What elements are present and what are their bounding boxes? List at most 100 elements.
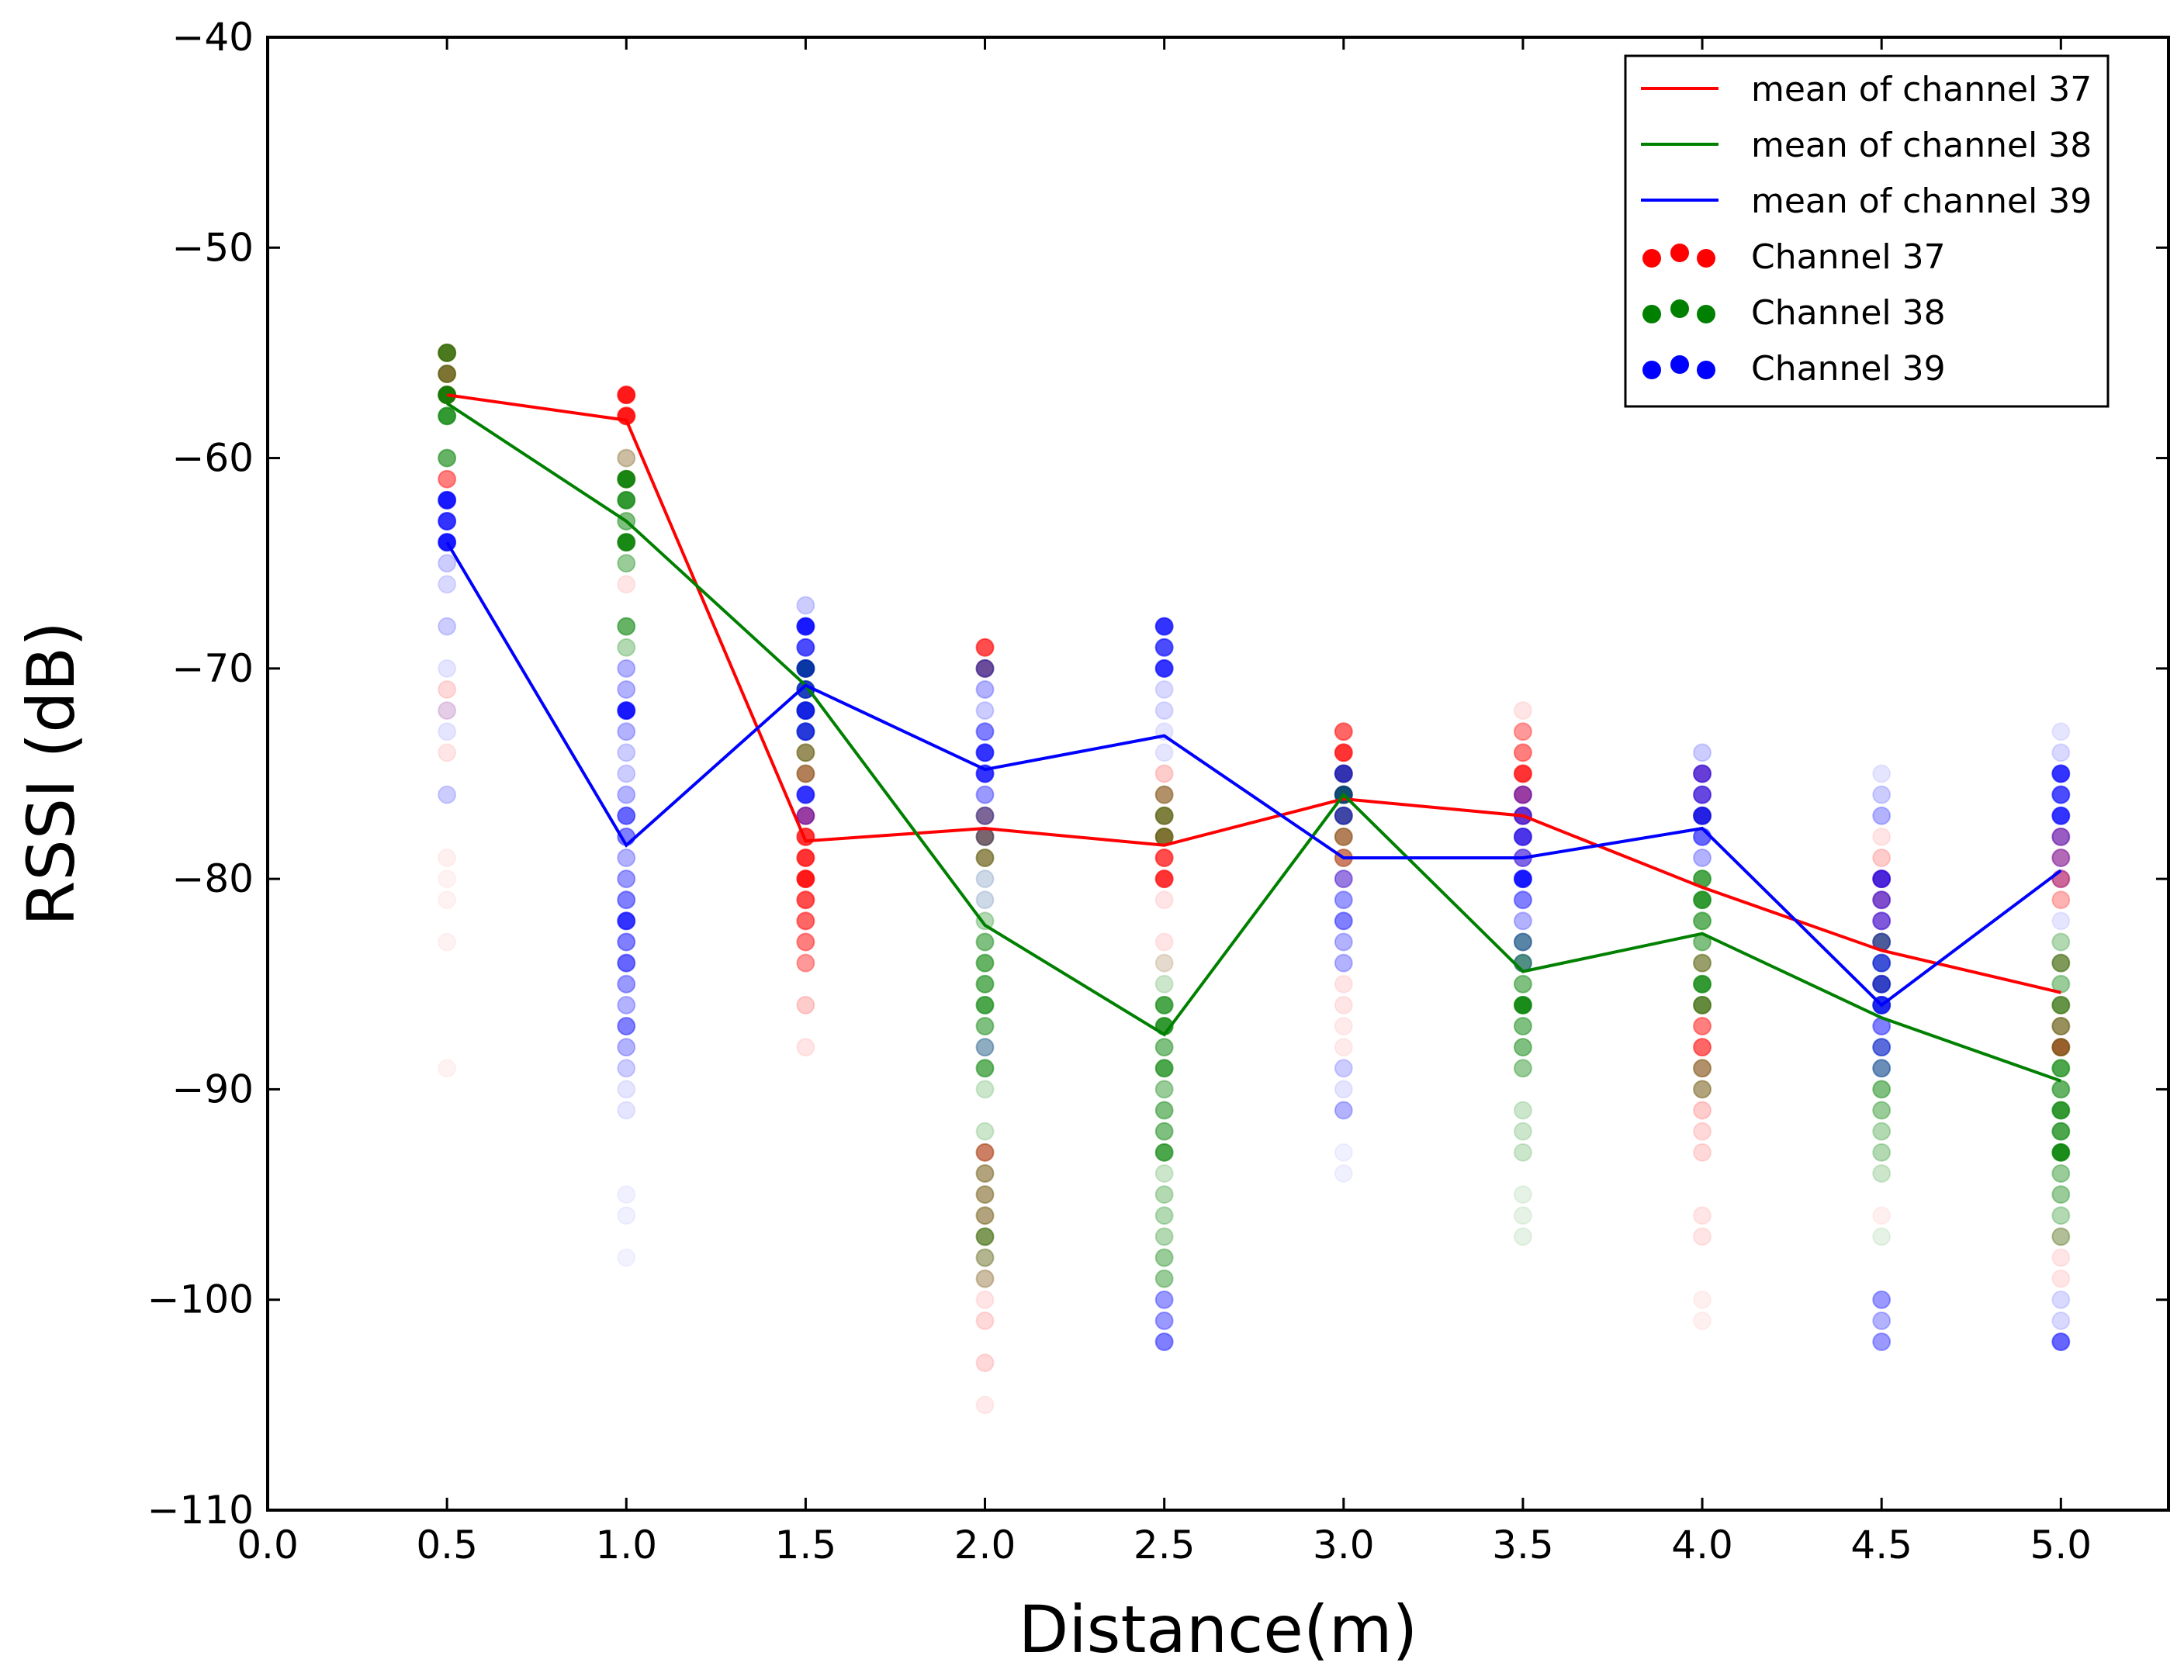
scatter-point	[1154, 953, 1174, 973]
scatter-point	[975, 995, 995, 1015]
scatter-point	[1154, 1332, 1174, 1351]
scatter-point	[1334, 806, 1353, 825]
scatter-point	[1154, 869, 1174, 889]
x-tick-label: 1.5	[775, 1523, 837, 1568]
scatter-point	[1693, 1142, 1712, 1162]
scatter-point	[1693, 785, 1712, 804]
scatter-point	[617, 679, 636, 699]
scatter-point	[617, 638, 636, 657]
scatter-point	[438, 743, 457, 762]
x-tick-label: 3.5	[1492, 1523, 1554, 1568]
scatter-point	[1154, 1059, 1174, 1078]
scatter-point	[1872, 911, 1892, 931]
scatter-point	[1334, 890, 1353, 910]
scatter-point	[438, 1059, 457, 1078]
scatter-point	[2051, 1142, 2071, 1162]
scatter-point	[975, 1269, 995, 1288]
scatter-point	[975, 1017, 995, 1036]
scatter-point	[1513, 1142, 1532, 1162]
scatter-point	[617, 974, 636, 994]
scatter-point	[2051, 1080, 2071, 1099]
legend-marker-swatch	[1642, 249, 1661, 268]
scatter-point	[2051, 974, 2071, 994]
y-tick-label: −40	[171, 15, 254, 60]
scatter-point	[1334, 932, 1353, 952]
scatter-point	[796, 995, 815, 1015]
scatter-series-2	[438, 343, 2071, 1288]
scatter-point	[1513, 827, 1532, 846]
scatter-point	[2051, 785, 2071, 804]
scatter-point	[1513, 701, 1532, 721]
scatter-point	[2051, 1332, 2071, 1351]
legend-item: mean of channel 38	[1641, 126, 2092, 165]
scatter-point	[1334, 743, 1353, 762]
scatter-point	[975, 1185, 995, 1205]
scatter-point	[796, 659, 815, 678]
scatter-point	[1872, 1142, 1892, 1162]
scatter-point	[975, 1163, 995, 1183]
scatter-point	[2051, 869, 2071, 889]
x-tick-label: 2.5	[1134, 1523, 1196, 1568]
scatter-point	[796, 932, 815, 952]
scatter-point	[1693, 1080, 1712, 1099]
scatter-point	[1154, 890, 1174, 910]
scatter-point	[438, 701, 457, 721]
scatter-point	[617, 911, 636, 931]
legend-label: mean of channel 37	[1751, 70, 2092, 109]
y-tick-label: −80	[171, 856, 254, 901]
scatter-point	[1154, 1290, 1174, 1309]
x-axis-ticks: 0.0 0.5 1.0 1.5 2.0 2.5 3.0 3.5 4.0 4.5 5.0	[237, 37, 2092, 1568]
scatter-point	[1693, 953, 1712, 973]
scatter-point	[1154, 995, 1174, 1015]
scatter-point	[617, 849, 636, 868]
scatter-point	[2051, 1227, 2071, 1246]
mean-line-2	[446, 402, 2061, 1083]
scatter-point	[1872, 1101, 1892, 1120]
scatter-point	[975, 1206, 995, 1225]
scatter-point	[1154, 1248, 1174, 1267]
y-tick-label: −100	[147, 1277, 254, 1322]
scatter-point	[2051, 849, 2071, 868]
scatter-point	[1154, 638, 1174, 657]
scatter-point	[796, 953, 815, 973]
scatter-point	[617, 764, 636, 783]
scatter-point	[2051, 1017, 2071, 1036]
scatter-point	[1693, 1122, 1712, 1141]
scatter-point	[1872, 953, 1892, 973]
scatter-point	[975, 1142, 995, 1162]
scatter-point	[1154, 1038, 1174, 1057]
legend-marker-swatch	[1670, 299, 1689, 318]
scatter-point	[2051, 1227, 2071, 1246]
scatter-point	[975, 722, 995, 741]
x-tick-label: 5.0	[2030, 1523, 2092, 1568]
legend-marker-swatch	[1670, 355, 1689, 374]
scatter-point	[2051, 1269, 2071, 1288]
scatter-point	[1693, 1311, 1712, 1330]
scatter-point	[1334, 1142, 1353, 1162]
scatter-point	[617, 722, 636, 741]
scatter-point	[2051, 1101, 2071, 1120]
scatter-point	[2051, 1206, 2071, 1225]
y-axis-ticks: −40 −50 −60 −70 −80 −90 −100 −110	[147, 15, 2168, 1533]
scatter-point	[2051, 827, 2071, 846]
scatter-point	[1513, 1185, 1532, 1205]
scatter-point	[1334, 995, 1353, 1015]
legend-marker-swatch	[1697, 305, 1715, 323]
scatter-point	[1872, 1059, 1892, 1078]
scatter-point	[975, 1059, 995, 1078]
scatter-point	[975, 1122, 995, 1141]
scatter-point	[2051, 890, 2071, 910]
scatter-point	[1513, 764, 1532, 783]
scatter-point	[1334, 827, 1353, 846]
scatter-point	[617, 490, 636, 510]
scatter-point	[617, 659, 636, 678]
scatter-point	[438, 701, 457, 721]
mean-line-1	[446, 393, 2061, 994]
scatter-point	[617, 448, 636, 468]
scatter-point	[975, 638, 995, 657]
scatter-point	[975, 1269, 995, 1288]
scatter-point	[1513, 1017, 1532, 1036]
scatter-point	[617, 1080, 636, 1099]
scatter-point	[617, 554, 636, 573]
scatter-point	[617, 869, 636, 889]
